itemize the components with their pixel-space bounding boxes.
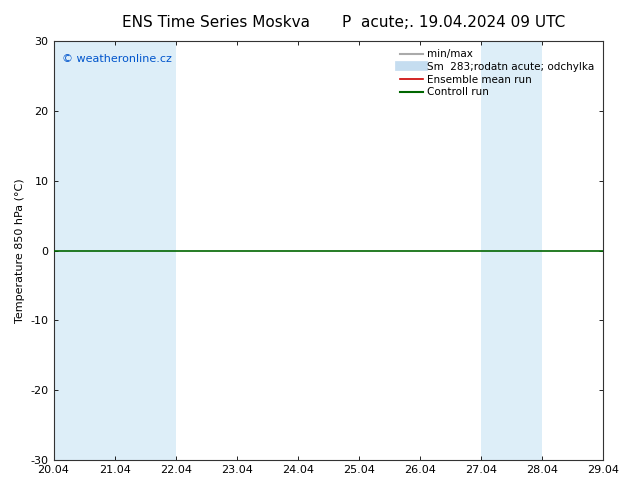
Text: © weatheronline.cz: © weatheronline.cz [61,53,172,64]
Bar [481,41,542,460]
Text: P  acute;. 19.04.2024 09 UTC: P acute;. 19.04.2024 09 UTC [342,15,565,30]
Legend: min/max, Sm  283;rodatn acute; odchylka, Ensemble mean run, Controll run: min/max, Sm 283;rodatn acute; odchylka, … [398,46,598,100]
Bar [115,41,176,460]
Y-axis label: Temperature 850 hPa (°C): Temperature 850 hPa (°C) [15,178,25,323]
Text: ENS Time Series Moskva: ENS Time Series Moskva [122,15,309,30]
Bar [53,41,115,460]
Bar [603,41,633,460]
